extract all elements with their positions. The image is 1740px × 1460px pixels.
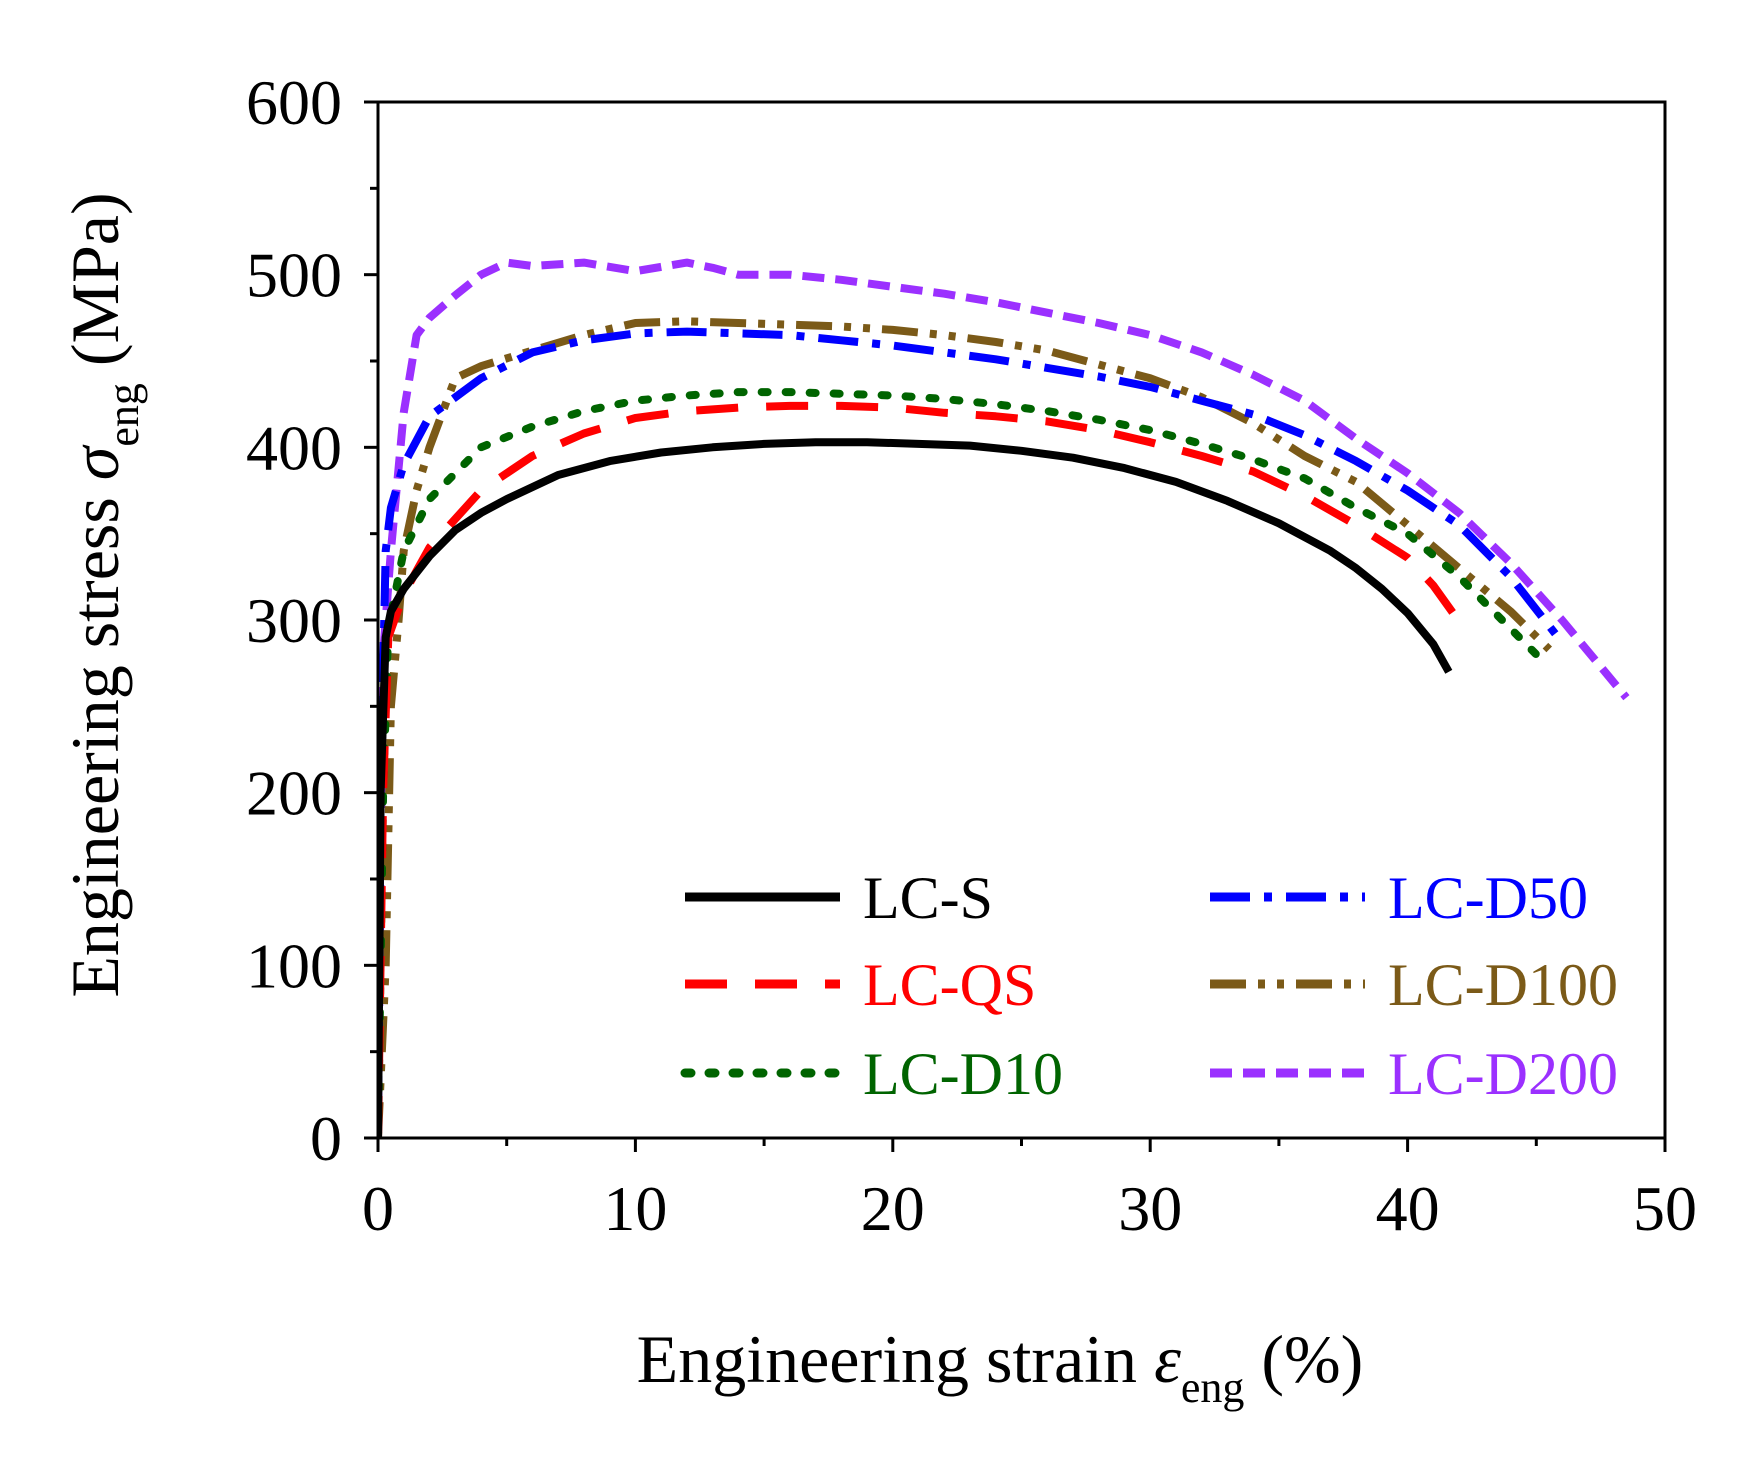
series-line-lc-d50 xyxy=(378,327,1566,1138)
legend-label-lc-d100: LC-D100 xyxy=(1388,952,1618,1018)
y-axis-title-prefix: Engineering stress xyxy=(57,480,133,997)
legend-label-lc-d10: LC-D10 xyxy=(863,1041,1063,1107)
x-axis-title-symbol: ε xyxy=(1154,1321,1181,1397)
x-tick-label: 50 xyxy=(1633,1173,1697,1244)
y-tick-label: 400 xyxy=(246,412,342,483)
plot-background xyxy=(378,102,1665,1138)
legend-label-lc-d50: LC-D50 xyxy=(1388,865,1588,931)
series-line-lc-d200 xyxy=(378,258,1630,1138)
series-layer xyxy=(378,258,1630,1138)
y-tick-label: 600 xyxy=(246,67,342,138)
legend-label-lc-s: LC-S xyxy=(863,865,993,931)
x-tick-label: 40 xyxy=(1376,1173,1440,1244)
legend: LC-S LC-QS LC-D10 LC-D50 LC-D100 LC-D200 xyxy=(680,865,1618,1107)
series-line-lc-s xyxy=(378,438,1453,1138)
y-axis-title-suffix: (MPa) xyxy=(57,192,133,383)
y-axis-title: Engineering stress σeng (MPa) xyxy=(57,192,148,997)
x-tick-label: 0 xyxy=(362,1173,394,1244)
x-axis-title: Engineering strain εeng (%) xyxy=(637,1321,1364,1412)
x-tick-label: 30 xyxy=(1118,1173,1182,1244)
x-axis-title-prefix: Engineering strain xyxy=(637,1321,1154,1397)
y-axis-title-subscript: eng xyxy=(99,383,148,447)
x-axis-title-suffix: (%) xyxy=(1244,1321,1363,1397)
series-line-lc-qs xyxy=(378,401,1468,1138)
y-tick-label: 0 xyxy=(310,1103,342,1174)
x-axis-title-subscript: eng xyxy=(1181,1363,1245,1412)
y-tick-label: 200 xyxy=(246,758,342,829)
legend-label-lc-d200: LC-D200 xyxy=(1388,1041,1618,1107)
y-tick-label: 100 xyxy=(246,930,342,1001)
y-axis-title-symbol: σ xyxy=(57,444,133,480)
plot-area xyxy=(378,102,1665,1138)
y-tick-label: 500 xyxy=(246,240,342,311)
y-tick-label: 300 xyxy=(246,585,342,656)
legend-label-lc-qs: LC-QS xyxy=(863,952,1036,1018)
x-tick-label: 20 xyxy=(861,1173,925,1244)
x-tick-label: 10 xyxy=(603,1173,667,1244)
series-line-lc-d100 xyxy=(378,317,1553,1138)
